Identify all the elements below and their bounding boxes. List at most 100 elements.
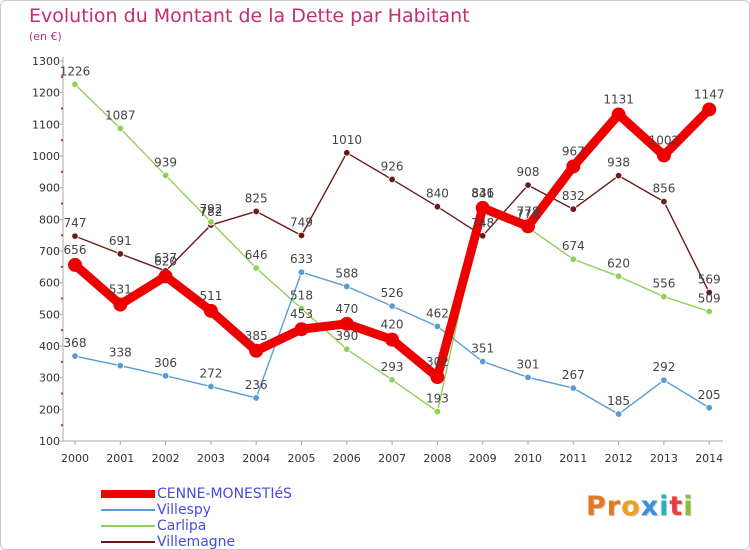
data-label-villemagne: 938	[607, 156, 630, 170]
data-point-cenne-monesti-s	[68, 257, 82, 272]
data-label-villemagne: 1010	[332, 133, 363, 147]
logo-letter: t	[669, 491, 684, 522]
y-tick-label: 400	[39, 340, 60, 353]
y-tick-label: 300	[39, 372, 60, 385]
x-tick-label: 2006	[333, 452, 361, 465]
y-minor-tick	[61, 329, 63, 332]
y-minor-tick	[61, 75, 63, 78]
data-point-villespy	[705, 404, 713, 412]
data-label-villemagne: 832	[562, 189, 585, 203]
data-label-villespy: 272	[199, 367, 222, 381]
data-label-cenne-monesti-s: 620	[154, 254, 177, 268]
data-label-villemagne: 825	[245, 191, 268, 205]
data-label-villemagne: 749	[290, 215, 313, 229]
data-label-villespy: 301	[517, 357, 540, 371]
logo-letter: i	[683, 491, 694, 522]
chart-axes: 1002003004005006007008009001000110012001…	[32, 55, 723, 465]
y-minor-tick	[61, 170, 63, 173]
data-label-villemagne: 747	[64, 216, 87, 230]
data-label-villemagne: 691	[109, 234, 132, 248]
x-tick-label: 2004	[242, 452, 270, 465]
data-label-villespy: 526	[381, 286, 404, 300]
x-tick-label: 2008	[423, 452, 451, 465]
data-point-villespy	[343, 282, 351, 291]
data-point-cenne-monesti-s	[294, 322, 309, 337]
x-tick-label: 2012	[605, 452, 633, 465]
data-label-villemagne: 908	[517, 165, 540, 179]
data-label-carlipa: 509	[698, 291, 721, 305]
data-label-villemagne: 748	[471, 216, 494, 230]
data-point-villespy	[614, 410, 623, 418]
y-minor-tick	[61, 297, 63, 300]
data-label-carlipa: 390	[335, 329, 358, 343]
data-label-villemagne: 637	[154, 251, 177, 265]
data-point-villespy	[524, 373, 532, 382]
x-tick-label: 2009	[469, 452, 497, 465]
legend-label: CENNE-MONESTIéS	[157, 486, 292, 502]
data-label-villespy: 462	[426, 306, 449, 320]
data-point-carlipa	[660, 292, 668, 301]
y-minor-tick	[61, 424, 63, 427]
legend-label: Carlipa	[157, 518, 207, 534]
data-label-carlipa: 841	[471, 186, 494, 200]
data-point-villemagne	[116, 250, 124, 258]
y-tick-label: 1300	[32, 55, 60, 68]
chart-title: Evolution du Montant de la Dette par Hab…	[29, 5, 470, 27]
data-point-villespy	[116, 361, 124, 370]
y-minor-tick	[61, 202, 63, 205]
data-point-villemagne	[343, 149, 351, 157]
y-tick-label: 800	[39, 213, 60, 226]
data-point-cenne-monesti-s	[158, 269, 173, 284]
x-tick-label: 2002	[152, 452, 180, 465]
data-point-villemagne	[614, 171, 623, 180]
data-point-cenne-monesti-s	[430, 370, 445, 385]
legend-item-villemagne: Villemagne	[101, 534, 292, 549]
data-label-cenne-monesti-s: 302	[426, 355, 449, 369]
data-label-villemagne: 856	[652, 182, 675, 196]
data-point-cenne-monesti-s	[656, 148, 671, 163]
legend-swatch	[101, 509, 155, 511]
data-point-carlipa	[569, 255, 577, 263]
y-tick-label: 1200	[32, 87, 60, 100]
data-label-carlipa: 774	[517, 208, 540, 222]
data-point-villespy	[388, 302, 396, 310]
data-label-cenne-monesti-s: 836	[471, 186, 494, 200]
data-point-villespy	[479, 357, 487, 366]
data-point-cenne-monesti-s	[566, 159, 581, 174]
data-label-cenne-monesti-s: 511	[199, 289, 222, 303]
legend-label: Villespy	[157, 502, 212, 518]
data-label-villespy: 351	[471, 342, 494, 356]
data-label-villemagne: 569	[698, 272, 721, 286]
data-label-carlipa: 556	[652, 277, 675, 291]
data-point-carlipa	[161, 171, 170, 180]
logo-letter: x	[640, 491, 660, 522]
legend-swatch	[101, 490, 155, 498]
y-tick-label: 600	[39, 277, 60, 290]
data-point-villespy	[569, 384, 577, 392]
x-tick-label: 2005	[288, 452, 316, 465]
legend-item-carlipa: Carlipa	[101, 518, 292, 534]
data-point-villespy	[71, 352, 79, 360]
data-point-cenne-monesti-s	[611, 107, 626, 122]
data-label-cenne-monesti-s: 470	[335, 302, 358, 316]
data-label-carlipa: 1087	[105, 108, 136, 122]
data-point-villemagne	[252, 207, 260, 216]
data-label-cenne-monesti-s: 453	[290, 307, 313, 321]
y-tick-label: 700	[39, 245, 60, 258]
data-point-villemagne	[660, 197, 668, 206]
data-point-villespy	[161, 372, 170, 380]
data-label-villespy: 338	[109, 346, 132, 360]
data-label-cenne-monesti-s: 656	[64, 243, 87, 257]
data-point-villespy	[433, 322, 442, 331]
y-minor-tick	[61, 107, 63, 110]
data-label-cenne-monesti-s: 1131	[603, 93, 634, 107]
data-label-villespy: 306	[154, 356, 177, 370]
data-label-villemagne: 926	[381, 159, 404, 173]
logo-letter: i	[659, 491, 670, 522]
data-point-villemagne	[569, 205, 577, 213]
y-minor-tick	[61, 234, 63, 237]
x-tick-label: 2003	[197, 452, 225, 465]
data-label-cenne-monesti-s: 1147	[694, 87, 725, 101]
